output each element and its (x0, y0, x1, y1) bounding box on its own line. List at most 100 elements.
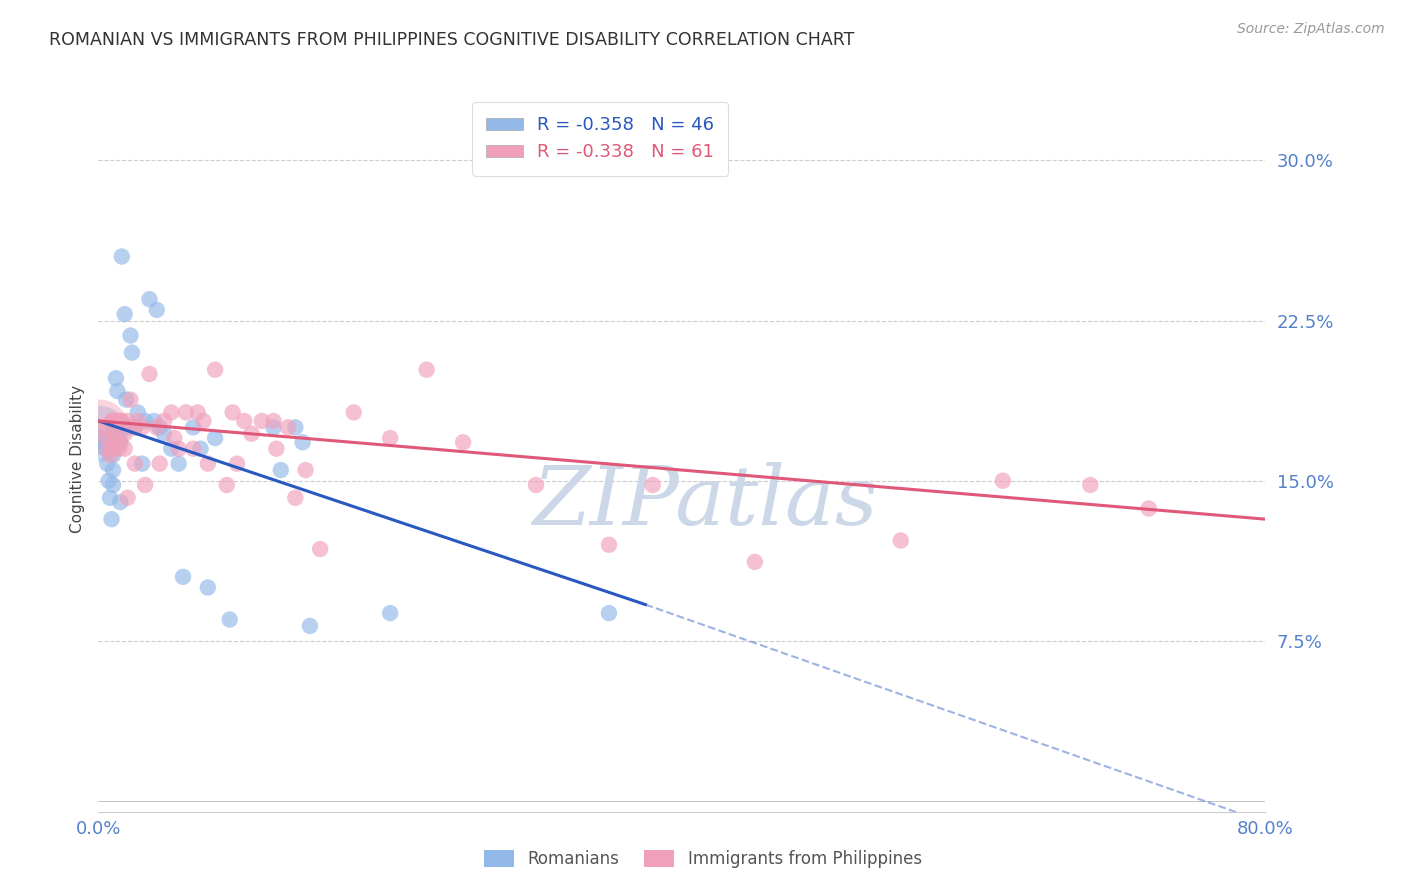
Point (197, 581, 219, 595)
Point (138, 292, 160, 306)
Point (111, 414, 134, 428)
Point (117, 420, 139, 434)
Point (97, 474, 120, 488)
Point (226, 457, 249, 471)
Point (262, 414, 284, 428)
Point (138, 367, 160, 381)
Point (277, 420, 299, 434)
Point (110, 414, 132, 428)
Point (598, 606, 620, 620)
Point (110, 435, 132, 450)
Point (108, 442, 131, 456)
Point (111, 250, 134, 264)
Point (98, 448, 121, 462)
Point (744, 555, 766, 569)
Point (104, 426, 127, 441)
Point (451, 435, 474, 450)
Point (89, 426, 111, 441)
Point (160, 442, 183, 456)
Point (114, 426, 136, 441)
Point (104, 371, 127, 385)
Point (115, 392, 138, 407)
Point (415, 362, 437, 376)
Point (167, 442, 190, 456)
Point (380, 431, 402, 445)
Point (190, 442, 212, 456)
Point (218, 613, 240, 627)
Point (262, 420, 284, 434)
Point (172, 570, 194, 584)
Point (146, 302, 169, 317)
Point (90, 431, 112, 445)
Point (101, 414, 124, 428)
Point (197, 457, 219, 471)
Point (991, 474, 1014, 488)
Point (89, 420, 111, 434)
Legend: Romanians, Immigrants from Philippines: Romanians, Immigrants from Philippines (478, 843, 928, 875)
Point (204, 362, 226, 376)
Point (284, 420, 307, 434)
Point (153, 414, 176, 428)
Point (221, 405, 243, 419)
Point (215, 478, 238, 492)
Point (101, 463, 124, 477)
Point (108, 420, 131, 434)
Point (97, 442, 120, 456)
Text: Source: ZipAtlas.com: Source: ZipAtlas.com (1237, 22, 1385, 37)
Point (110, 495, 132, 509)
Point (110, 435, 132, 450)
Point (163, 431, 186, 445)
Point (181, 442, 204, 456)
Point (160, 405, 183, 419)
Point (120, 328, 142, 343)
Point (641, 478, 664, 492)
Point (266, 442, 288, 456)
Point (181, 420, 204, 434)
Point (121, 345, 143, 359)
Point (114, 307, 136, 321)
Point (187, 405, 209, 419)
Point (117, 414, 139, 428)
Point (298, 619, 321, 633)
Point (134, 478, 156, 492)
Point (149, 420, 172, 434)
Point (96, 457, 118, 471)
Point (117, 491, 139, 505)
Point (94, 431, 117, 445)
Point (124, 420, 146, 434)
Point (1137, 501, 1160, 516)
Point (291, 435, 314, 450)
Point (284, 491, 307, 505)
Point (294, 463, 316, 477)
Point (250, 414, 273, 428)
Point (131, 420, 153, 434)
Point (114, 442, 136, 456)
Point (890, 533, 912, 548)
Point (101, 426, 124, 441)
Point (105, 414, 128, 428)
Point (240, 426, 263, 441)
Point (153, 426, 176, 441)
Text: ZIPatlas: ZIPatlas (533, 462, 877, 541)
Point (598, 538, 620, 552)
Point (149, 457, 172, 471)
Point (1080, 478, 1102, 492)
Y-axis label: Cognitive Disability: Cognitive Disability (69, 385, 84, 533)
Point (101, 478, 124, 492)
Point (134, 414, 156, 428)
Point (131, 457, 153, 471)
Point (524, 478, 547, 492)
Point (101, 442, 124, 456)
Point (94, 442, 117, 456)
Point (93, 435, 115, 450)
Point (309, 542, 332, 557)
Point (174, 405, 197, 419)
Point (101, 448, 124, 462)
Point (120, 392, 142, 407)
Point (380, 606, 402, 620)
Point (100, 414, 122, 428)
Point (193, 414, 215, 428)
Point (98, 491, 121, 505)
Point (233, 414, 256, 428)
Point (343, 405, 366, 419)
